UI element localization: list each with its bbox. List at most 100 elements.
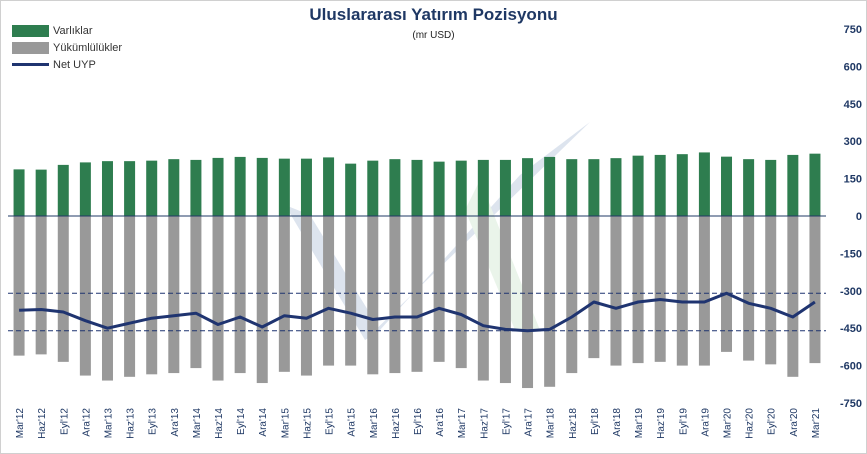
bar-asset	[765, 159, 777, 216]
bar-liability	[654, 216, 666, 362]
x-tick-label: Mar'18	[546, 408, 557, 439]
bar-asset	[79, 162, 91, 216]
bar-liability	[610, 216, 622, 366]
bar-asset	[13, 169, 25, 216]
x-tick-label: Mar'16	[369, 408, 380, 439]
bar-asset	[787, 154, 799, 216]
x-tick-label: Haz'20	[745, 408, 756, 439]
bar-liability	[146, 216, 158, 375]
x-tick-label: Haz'19	[656, 408, 667, 439]
bar-asset	[389, 159, 401, 216]
bar-liability	[698, 216, 710, 366]
bars-assets	[13, 152, 821, 216]
bar-liability	[190, 216, 202, 369]
bars-liabilities	[13, 216, 821, 389]
y-tick-label: -150	[840, 248, 862, 260]
bar-liability	[588, 216, 600, 359]
bar-liability	[455, 216, 467, 369]
bar-asset	[588, 159, 600, 216]
x-tick-label: Ara'17	[524, 408, 535, 437]
y-tick-label: -600	[840, 361, 862, 373]
bar-asset	[522, 158, 534, 216]
bar-asset	[212, 157, 224, 216]
bar-liability	[632, 216, 644, 364]
legend-swatch-assets	[12, 24, 49, 37]
bar-liability	[433, 216, 445, 362]
bar-liability	[566, 216, 578, 374]
bar-liability	[323, 216, 335, 366]
x-tick-label: Ara'15	[347, 408, 358, 437]
bar-liability	[676, 216, 688, 366]
bar-liability	[809, 216, 821, 364]
bar-asset	[234, 156, 246, 216]
y-tick-label: 0	[856, 211, 862, 223]
y-tick-label: 150	[844, 174, 862, 186]
bar-liability	[79, 216, 91, 376]
legend-swatch-net	[12, 63, 49, 66]
bar-liability	[234, 216, 246, 374]
bar-asset	[101, 161, 113, 216]
x-tick-label: Mar'17	[457, 408, 468, 439]
bar-asset	[676, 154, 688, 216]
x-tick-label: Haz'14	[214, 408, 225, 439]
x-tick-label: Ara'13	[170, 408, 181, 437]
x-tick-label: Ara'14	[258, 408, 269, 437]
x-tick-label: Haz'18	[568, 408, 579, 439]
bar-liability	[101, 216, 113, 381]
bar-liability	[212, 216, 224, 381]
bar-liability	[300, 216, 312, 376]
bar-asset	[190, 159, 202, 216]
x-tick-label: Mar'19	[634, 408, 645, 439]
x-tick-label: Eyl'19	[678, 408, 689, 435]
bar-asset	[146, 160, 158, 216]
x-tick-label: Ara'20	[789, 408, 800, 437]
bar-liability	[743, 216, 755, 361]
legend-item-net: Net UYP	[12, 56, 122, 73]
x-tick-label: Eyl'20	[767, 408, 778, 435]
bar-liability	[57, 216, 69, 362]
bar-liability	[721, 216, 733, 352]
bar-liability	[499, 216, 511, 384]
bar-asset	[477, 159, 489, 216]
y-tick-label: 450	[844, 99, 862, 111]
bar-liability	[124, 216, 136, 377]
bar-liability	[345, 216, 357, 366]
bar-asset	[367, 160, 379, 216]
bar-asset	[809, 153, 821, 216]
legend-swatch-liabilities	[12, 41, 49, 54]
bar-asset	[256, 157, 268, 216]
bar-asset	[124, 161, 136, 216]
bar-liability	[389, 216, 401, 374]
bar-asset	[411, 159, 423, 216]
x-tick-label: Haz'17	[479, 408, 490, 439]
bar-asset	[455, 160, 467, 216]
x-axis: Mar'12 Haz'12 Eyl'12 Ara'12 Mar'13 Haz'13 Eyl'…	[15, 408, 822, 439]
bar-liability	[522, 216, 534, 389]
bar-liability	[477, 216, 489, 381]
bar-liability	[13, 216, 25, 356]
bar-liability	[367, 216, 379, 375]
bar-liability	[544, 216, 556, 387]
bar-liability	[256, 216, 268, 384]
bar-asset	[168, 159, 180, 216]
x-tick-label: Haz'16	[391, 408, 402, 439]
y-tick-label: -450	[840, 323, 862, 335]
x-tick-label: Ara'16	[435, 408, 446, 437]
bar-asset	[610, 158, 622, 216]
x-tick-label: Eyl'15	[325, 408, 336, 435]
bar-asset	[632, 155, 644, 216]
bar-liability	[765, 216, 777, 365]
bar-asset	[278, 158, 290, 216]
legend-item-liabilities: Yükümlülükler	[12, 39, 122, 56]
y-tick-label: 300	[844, 136, 862, 148]
bar-liability	[278, 216, 290, 372]
legend-label-net: Net UYP	[53, 58, 96, 71]
chart-legend: Varlıklar Yükümlülükler Net UYP	[12, 22, 122, 73]
bar-asset	[721, 156, 733, 216]
x-tick-label: Haz'12	[37, 408, 48, 439]
y-axis: 750 600 450 300 150 0 -150 -300 -450 -600 -750	[840, 24, 862, 410]
x-tick-label: Eyl'16	[413, 408, 424, 435]
x-tick-label: Eyl'13	[148, 408, 159, 435]
legend-item-assets: Varlıklar	[12, 22, 122, 39]
reference-lines	[8, 292, 826, 332]
